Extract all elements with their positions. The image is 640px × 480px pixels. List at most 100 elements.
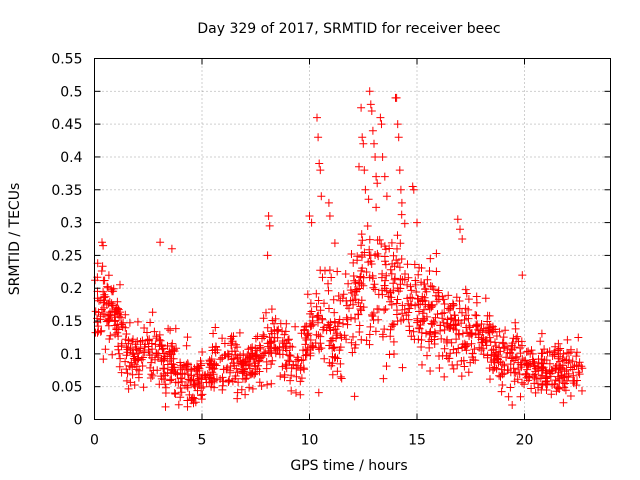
data-point	[197, 395, 206, 404]
data-point	[152, 349, 161, 358]
data-point	[146, 374, 155, 382]
data-point	[100, 303, 108, 312]
data-point	[462, 289, 471, 298]
data-point	[479, 324, 488, 333]
data-point	[208, 346, 217, 355]
data-point	[376, 113, 385, 122]
data-point	[345, 304, 353, 313]
data-point	[486, 337, 495, 346]
data-point	[489, 325, 498, 334]
data-point	[422, 329, 430, 338]
data-point	[303, 330, 312, 339]
data-point	[336, 359, 345, 368]
data-point	[546, 369, 555, 378]
data-point	[183, 359, 192, 368]
data-point	[437, 334, 446, 343]
data-point	[146, 318, 155, 327]
data-point	[231, 340, 240, 349]
data-point	[216, 355, 225, 364]
data-point	[354, 310, 363, 319]
data-point	[393, 244, 401, 253]
data-point	[548, 380, 557, 389]
data-point	[508, 339, 517, 348]
data-point	[170, 389, 179, 397]
data-points	[91, 87, 587, 411]
data-point	[495, 343, 503, 352]
data-point	[479, 344, 488, 353]
data-point	[278, 362, 287, 371]
data-point	[166, 326, 175, 335]
data-point	[176, 384, 185, 392]
y-tick-label: 0.45	[51, 117, 82, 133]
data-point	[369, 309, 378, 317]
data-point	[148, 371, 157, 380]
data-point	[405, 326, 414, 335]
data-point	[105, 297, 114, 306]
data-point	[415, 307, 423, 316]
data-point	[536, 337, 545, 346]
data-point	[232, 364, 241, 373]
data-point	[484, 327, 493, 336]
data-point	[255, 356, 264, 365]
data-point	[195, 366, 204, 375]
data-point	[278, 350, 287, 359]
data-point	[485, 328, 494, 337]
data-point	[357, 230, 366, 239]
data-point	[325, 212, 334, 220]
data-point	[461, 285, 470, 294]
data-point	[397, 210, 406, 219]
data-point	[380, 242, 389, 251]
data-point	[338, 294, 347, 303]
data-point	[141, 340, 150, 349]
data-point	[308, 313, 317, 321]
data-point	[420, 280, 428, 289]
data-point	[373, 249, 382, 258]
data-point	[538, 349, 547, 358]
data-point	[305, 212, 314, 220]
data-point	[487, 346, 496, 355]
data-point	[242, 371, 251, 380]
data-point	[134, 354, 143, 363]
data-point	[259, 314, 268, 323]
data-point	[267, 360, 276, 369]
data-point	[396, 185, 405, 194]
data-point	[428, 320, 437, 329]
data-point	[445, 304, 454, 313]
data-point	[139, 353, 148, 362]
data-point	[473, 320, 482, 329]
data-point	[370, 280, 379, 289]
data-point	[325, 266, 334, 275]
data-point	[559, 373, 568, 382]
data-point	[431, 329, 440, 338]
data-point	[263, 339, 272, 348]
data-point	[378, 269, 387, 278]
x-tick-labels: 0 5 10 15 20	[90, 433, 533, 449]
y-tick-label: 0.2	[60, 281, 82, 297]
data-point	[378, 290, 387, 299]
data-point	[389, 251, 398, 260]
data-point	[537, 371, 546, 380]
data-point	[234, 359, 243, 367]
data-point	[523, 365, 532, 374]
data-point	[150, 327, 159, 336]
data-point	[161, 383, 170, 392]
data-point	[384, 292, 393, 301]
data-point	[100, 276, 109, 285]
data-point	[362, 336, 371, 345]
data-point	[246, 354, 255, 363]
x-tick-label: 15	[408, 433, 426, 449]
data-point	[578, 386, 586, 395]
data-point	[406, 282, 415, 291]
data-point	[443, 315, 452, 324]
data-point	[511, 318, 520, 327]
data-point	[508, 401, 517, 409]
data-point	[414, 270, 423, 279]
data-point	[198, 390, 207, 399]
data-point	[574, 368, 583, 377]
data-point	[199, 382, 208, 391]
data-point	[467, 339, 476, 348]
data-point	[395, 263, 404, 272]
data-point	[224, 378, 233, 386]
data-point	[432, 267, 441, 276]
data-point	[297, 356, 306, 365]
